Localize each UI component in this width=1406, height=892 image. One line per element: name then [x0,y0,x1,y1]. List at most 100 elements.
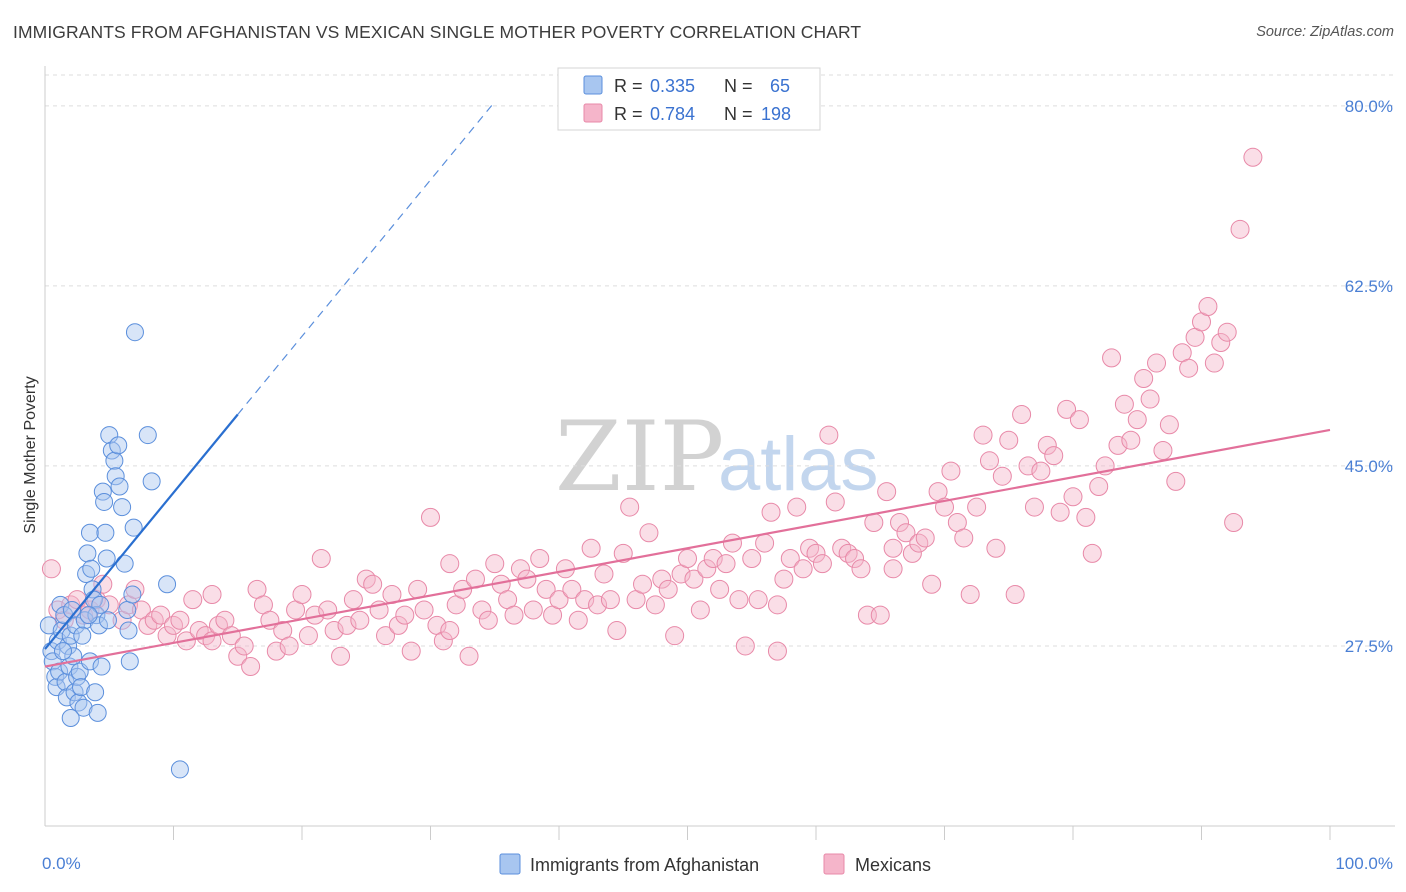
x-tick-label-1: 100.0% [1335,854,1393,873]
legend-bottom: Immigrants from Afghanistan Mexicans [499,853,931,875]
mexicans-point [343,590,363,610]
mexicans-point [1005,585,1025,605]
watermark-atlas: atlas [718,422,879,507]
afghanistan-point [95,492,114,511]
legend-top: R = 0.335 N = 65 R = 0.784 N = 198 [557,67,821,131]
mexicans-point [787,497,807,517]
mexicans-point [1230,219,1250,239]
watermark: ZIP atlas [555,401,879,513]
mexicans-point [388,615,408,635]
legend-n-value-2: 198 [761,104,791,124]
legend-r-value-2: 0.784 [650,104,695,124]
mexicans-point [189,621,209,641]
afghanistan-point [66,616,85,635]
series-afghanistan [39,323,189,779]
mexicans-point [504,605,524,625]
legend-r-value-1: 0.335 [650,76,695,96]
afghanistan-point [74,698,93,717]
mexicans-point [510,559,530,579]
mexicans-point [761,502,781,522]
mexicans-point [883,538,903,558]
afghanistan-point [119,621,138,640]
afghanistan-point [110,477,129,496]
y-tick-label-3: 80.0% [1345,97,1393,116]
mexicans-point [767,595,787,615]
mexicans-point [1114,394,1134,414]
mexicans-point [414,600,434,620]
mexicans-point [992,466,1012,486]
mexicans-point [639,523,659,543]
mexicans-point [1018,456,1038,476]
mexicans-point [363,574,383,594]
mexicans-point [568,610,588,630]
mexicans-point [41,559,61,579]
afghanistan-point [96,523,115,542]
mexicans-point [93,574,113,594]
mexicans-point [395,605,415,625]
mexicans-point [421,507,440,527]
legend-r-label-2: R = [614,104,643,124]
mexicans-point [331,646,351,666]
mexicans-point [896,523,916,543]
mexicans-point [703,549,723,569]
afghanistan-point [98,611,117,630]
mexicans-point [151,605,171,625]
afghanistan-point [170,760,189,779]
afghanistan-point [51,595,70,614]
mexicans-point [915,528,935,548]
legend-r-label-1: R = [614,76,643,96]
legend-swatch-mexicans [583,103,603,123]
mexicans-point [1063,487,1083,507]
mexicans-point [684,569,704,589]
mexicans-point [645,595,665,615]
mexicans-point [164,615,183,635]
mexicans-point [665,626,685,646]
mexicans-point [710,579,730,599]
mexicans-point [440,621,460,641]
y-tick-labels: 27.5% 45.0% 62.5% 80.0% [1345,97,1393,656]
mexicans-point [472,600,492,620]
mexicans-point [234,636,254,656]
chart-title: IMMIGRANTS FROM AFGHANISTAN VS MEXICAN S… [13,22,862,42]
mexicans-point [485,554,505,574]
mexicans-point [1159,415,1179,435]
legend-n-value-1: 65 [770,76,790,96]
mexicans-point [1089,477,1109,497]
mexicans-point [356,569,376,589]
trend-line-mexicans [44,428,1331,668]
afghanistan-point [97,549,116,568]
afghanistan-point [68,667,87,686]
mexicans-point [594,564,614,584]
mexicans-point [1224,513,1244,533]
mexicans-point [999,430,1019,450]
afghanistan-point [109,436,128,455]
mexicans-point [1069,410,1089,430]
mexicans-point [170,610,190,630]
afghanistan-point [73,626,92,645]
afghanistan-point [78,544,97,563]
source-label: Source: ZipAtlas.com [1256,24,1394,40]
mexicans-point [478,610,498,630]
mexicans-point [562,579,582,599]
mexicans-point [864,513,884,533]
afghanistan-point [158,575,177,594]
legend-swatch-afghanistan [583,75,603,95]
mexicans-point [620,497,640,517]
mexicans-point [883,559,903,579]
legend-n-label-2: N = [724,104,753,124]
mexicans-point [890,513,910,533]
afghanistan-point [125,323,144,342]
mexicans-point [1102,348,1122,368]
mexicans-point [350,610,370,630]
mexicans-point [652,569,672,589]
x-tick-labels: 0.0% 100.0% [42,854,1393,873]
afghanistan-point [142,472,161,491]
mexicans-point [433,631,453,651]
mexicans-point [324,621,344,641]
mexicans-point [967,497,987,517]
mexicans-point [581,538,601,558]
mexicans-point [74,605,94,625]
afghanistan-point [113,498,132,517]
mexicans-point [401,641,421,661]
mexicans-point [954,528,974,548]
